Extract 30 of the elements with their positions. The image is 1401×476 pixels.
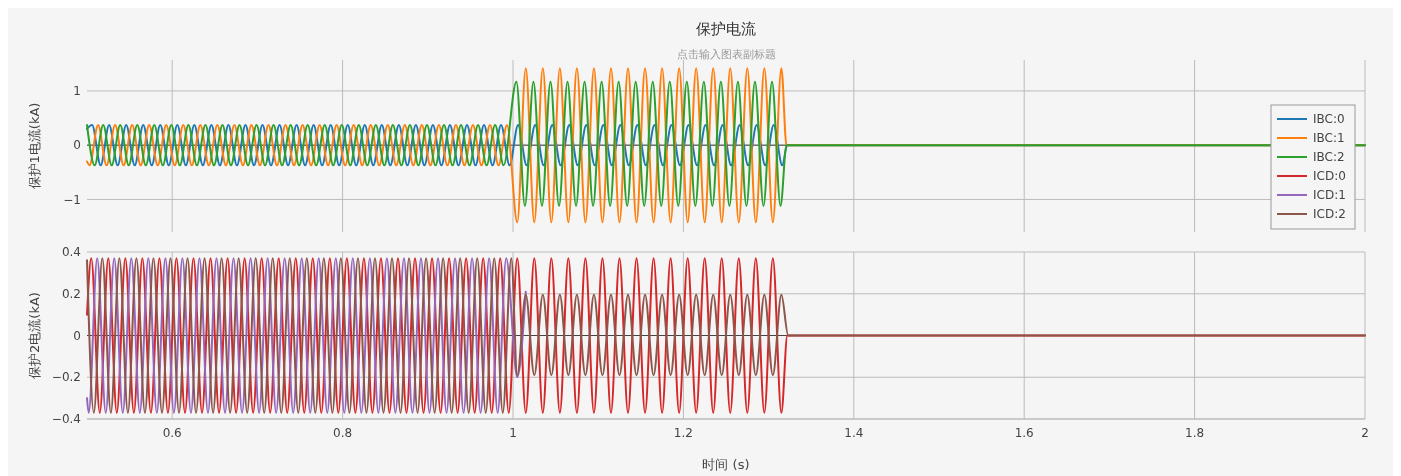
legend-label: IBC:0 [1313,112,1345,127]
x-tick-label: 1.4 [844,426,864,440]
y-tick-label: 1 [73,84,81,99]
y-tick-label: −1 [63,192,81,207]
y-tick-label: 0 [73,328,81,343]
legend-label: ICD:2 [1313,207,1346,222]
y-axis-title: 保护1电流(kA) [27,102,42,190]
chart-subtitle: 点击输入图表副标题 [676,48,776,61]
y-tick-label: 0 [73,138,81,153]
x-tick-label: 1 [509,426,517,440]
y-axis-title: 保护2电流(kA) [27,292,42,379]
legend-label: IBC:2 [1313,150,1345,165]
line-series [86,257,527,414]
y-tick-label: −0.4 [51,412,81,427]
x-tick-label: 1.8 [1185,426,1205,440]
y-tick-label: 0.2 [61,286,81,301]
chart-title: 保护电流 [696,20,756,38]
y-tick-label: −0.2 [51,370,81,385]
x-tick-label: 0.6 [162,426,182,440]
line-series [86,80,1366,207]
line-series [86,257,1366,414]
x-tick-label: 2 [1361,426,1369,440]
x-tick-label: 1.2 [673,426,693,440]
legend-label: ICD:1 [1313,188,1346,203]
legend-label: ICD:0 [1313,169,1346,184]
x-tick-label: 0.8 [333,426,353,440]
legend-label: IBC:1 [1313,131,1345,146]
x-tick-label: 1.6 [1014,426,1034,440]
x-axis-title: 时间 (s) [702,457,750,472]
y-tick-label: 0.4 [61,245,81,260]
